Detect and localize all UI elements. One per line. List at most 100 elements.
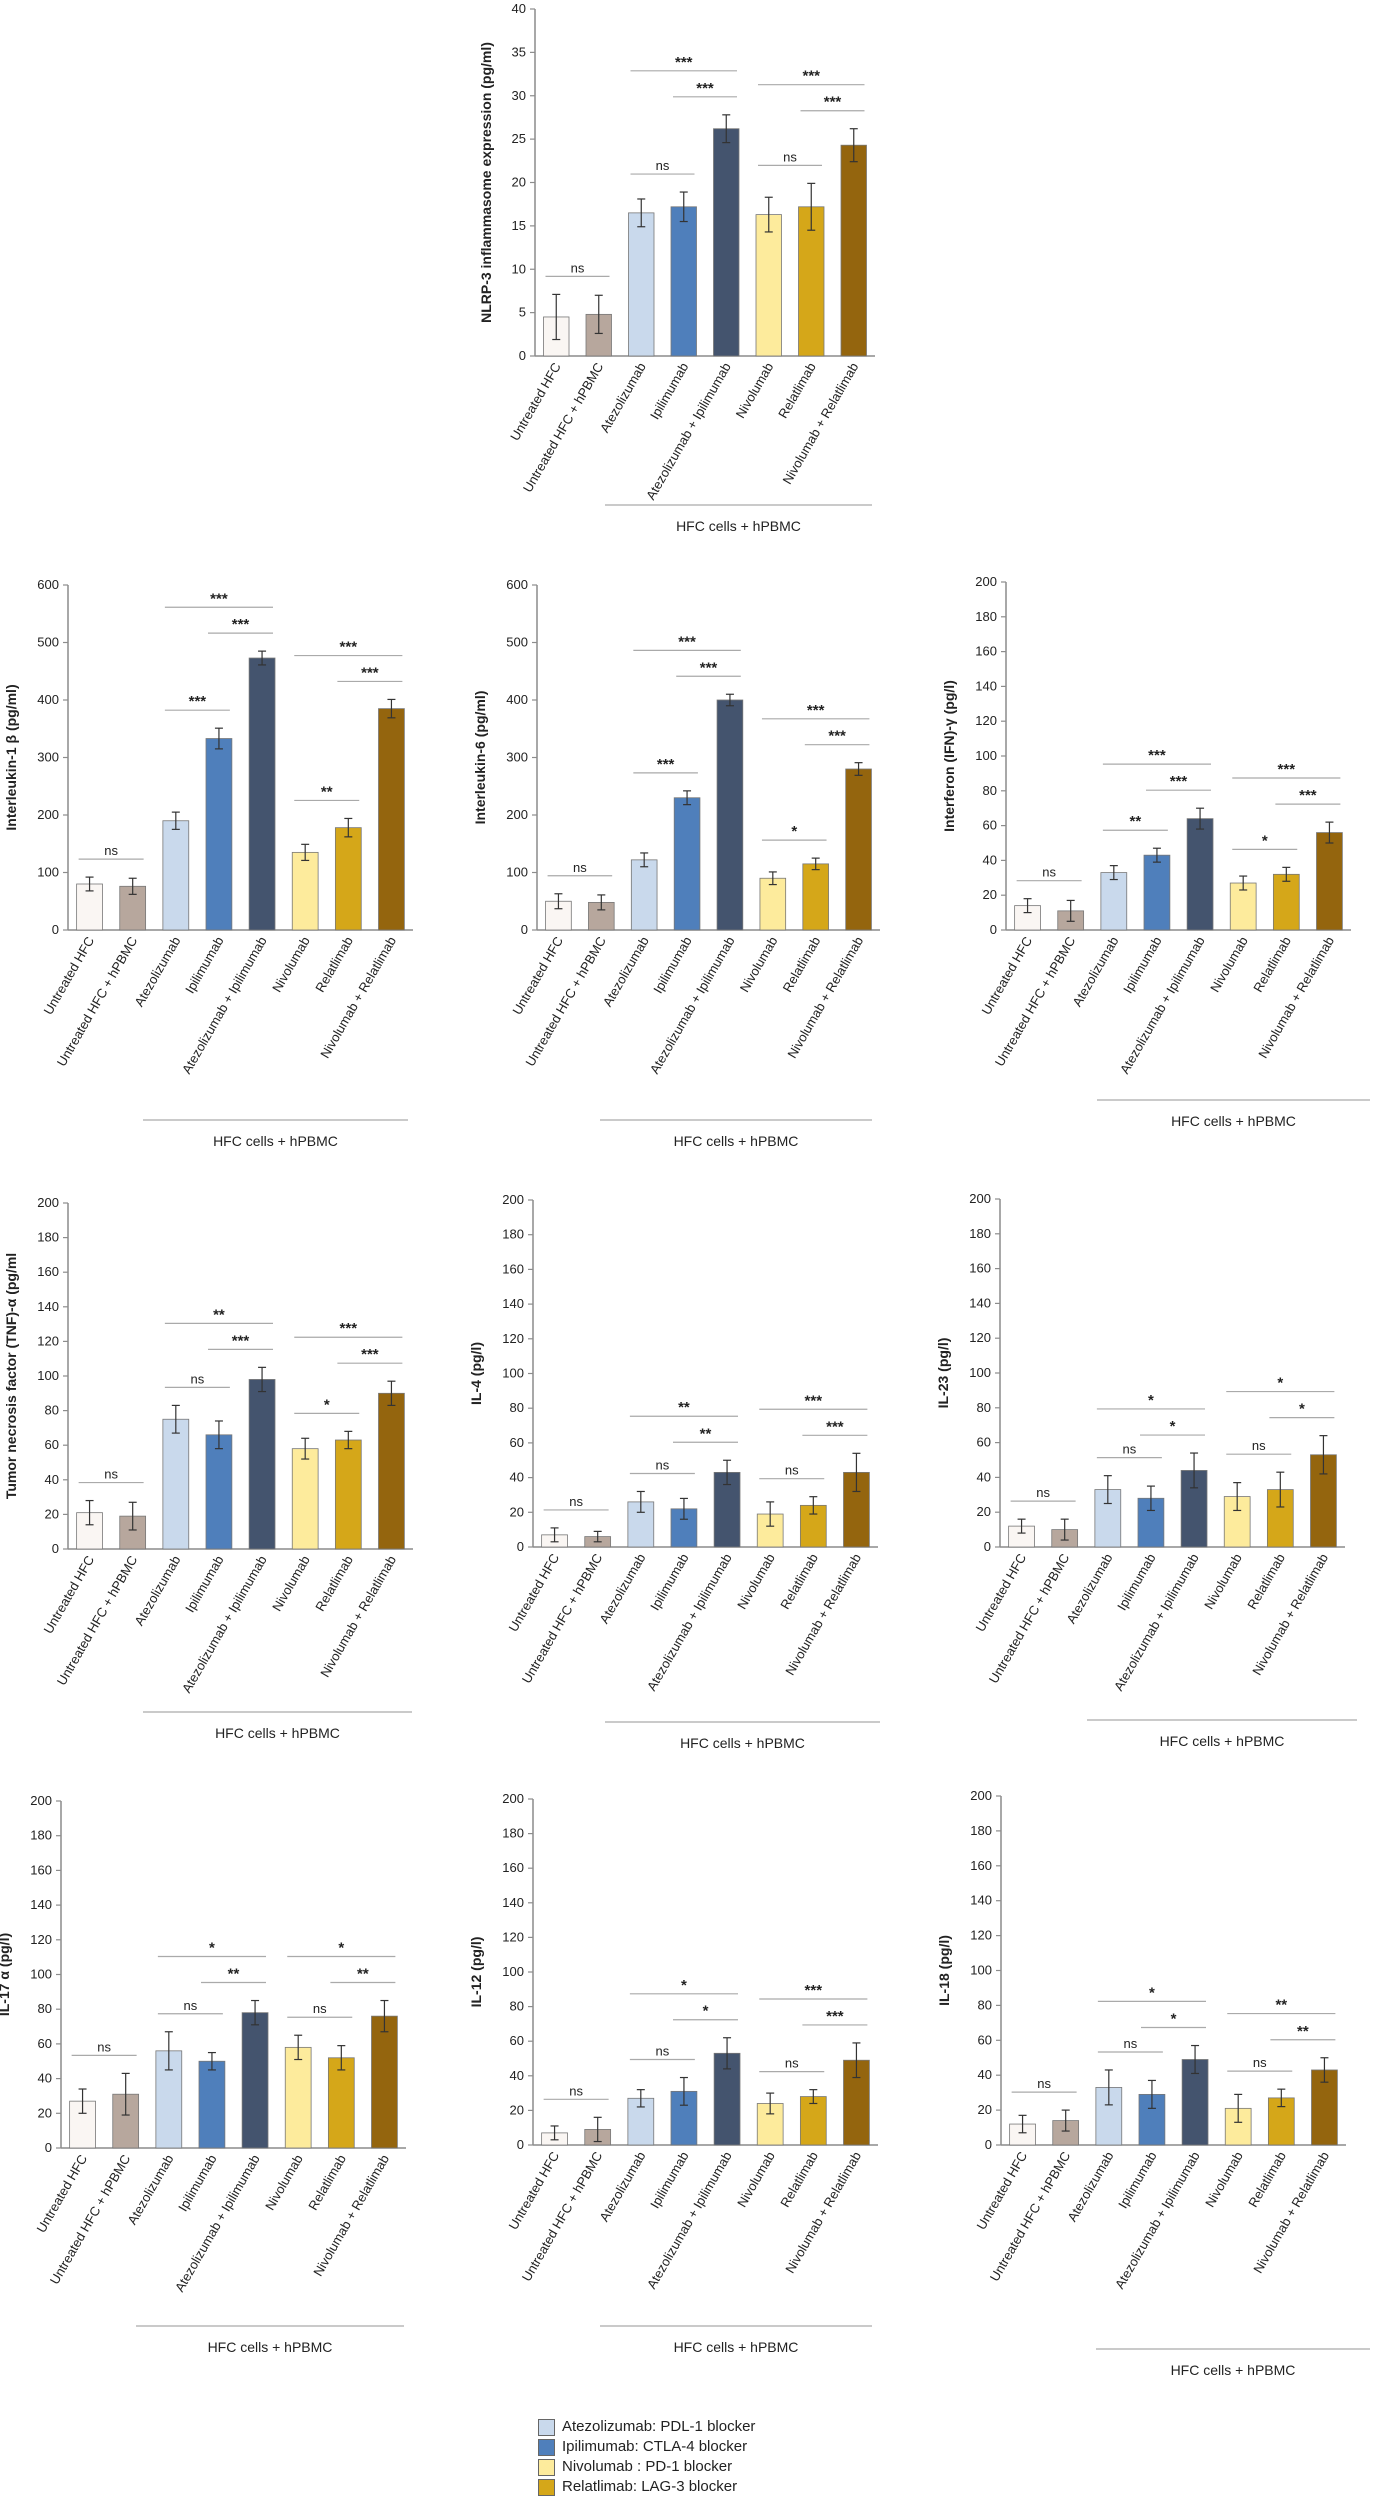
- x-tick-label: Nivolumab: [1201, 1551, 1245, 1612]
- x-tick-label: Ipilimumab: [1114, 1551, 1158, 1613]
- significance-label: ***: [826, 2008, 844, 2025]
- significance-label: ***: [805, 1392, 823, 1409]
- x-tick-label: Nivolumab + Relatlimab: [1250, 2149, 1332, 2276]
- x-tick-label: Atezolizumab + Ipilimumab: [644, 2149, 735, 2291]
- y-tick-label: 40: [45, 1472, 59, 1487]
- x-tick-label: Nivolumab: [269, 934, 313, 995]
- x-tick-label: Atezolizumab + Ipilimumab: [1112, 2149, 1203, 2291]
- x-tick-label: Relatlimab: [312, 1553, 356, 1614]
- y-tick-label: 140: [37, 1299, 59, 1314]
- bar: [334, 827, 362, 931]
- y-tick-label: 0: [985, 2137, 992, 2152]
- significance-label: ***: [361, 664, 379, 681]
- y-tick-label: 100: [970, 1963, 992, 1978]
- x-tick-label: Nivolumab + Relatlimab: [1255, 934, 1337, 1061]
- x-tick-label: Ipilimumab: [182, 934, 226, 996]
- bar: [248, 1379, 276, 1550]
- x-tick-label: Atezolizumab: [1064, 2149, 1116, 2224]
- y-tick-label: 60: [977, 1435, 991, 1450]
- x-tick-label: Untreated HFC + hPBMC: [519, 1551, 606, 1686]
- y-axis-title: IL-12 (pg/l): [468, 1937, 484, 2008]
- x-tick-label: Nivolumab: [737, 934, 781, 995]
- bar: [845, 768, 872, 931]
- significance-label: *: [1171, 2011, 1177, 2028]
- x-tick-label: Relatlimab: [775, 360, 819, 421]
- y-tick-label: 35: [512, 44, 526, 59]
- y-axis-title: Interferon (IFN)-γ (pg/l): [941, 680, 957, 832]
- bar: [291, 1448, 319, 1550]
- y-tick-label: 120: [969, 1330, 991, 1345]
- x-tick-label: Atezolizumab + Ipilimumab: [644, 1551, 735, 1693]
- bar: [1186, 818, 1214, 931]
- x-tick-label: Nivolumab + Relatlimab: [317, 1553, 399, 1680]
- y-tick-label: 180: [969, 1226, 991, 1241]
- bar: [1272, 873, 1300, 931]
- y-tick-label: 80: [38, 2001, 52, 2016]
- bar: [670, 206, 697, 357]
- bar: [628, 212, 655, 357]
- chart-panel: 0 20 40 60 80 100 120 140 160 180 200 Tumor necrosi…: [3, 1195, 413, 1741]
- y-axis-title: NLRP-3 inflammasome expression (pg/ml): [478, 42, 494, 323]
- y-tick-label: 80: [977, 1400, 991, 1415]
- bar: [378, 708, 405, 931]
- x-tick-label: Nivolumab + Relatlimab: [782, 2149, 864, 2276]
- y-tick-label: 0: [517, 2137, 524, 2152]
- x-tick-label: Atezolizumab + Ipilimumab: [647, 934, 738, 1076]
- x-tick-label: Relatlimab: [1244, 1551, 1288, 1612]
- significance-label: ***: [678, 633, 696, 650]
- y-tick-label: 20: [977, 1504, 991, 1519]
- y-tick-label: 80: [510, 1999, 524, 2014]
- significance-label: ***: [675, 54, 693, 71]
- x-tick-label: Ipilimumab: [1115, 2149, 1159, 2211]
- bar: [162, 1418, 190, 1550]
- x-tick-label: Ipilimumab: [182, 1553, 226, 1615]
- x-tick-label: Untreated HFC + hPBMC: [987, 2149, 1074, 2284]
- significance-label: **: [1130, 813, 1142, 830]
- x-tick-label: Nivolumab + Relatlimab: [310, 2152, 392, 2279]
- y-tick-label: 0: [52, 922, 59, 937]
- y-tick-label: 140: [969, 1295, 991, 1310]
- y-tick-label: 0: [52, 1541, 59, 1556]
- chart-panel: 0 100 200 300 400 500 600 Interleukin-6 (pg/ml)…: [472, 577, 880, 1149]
- significance-label: ***: [828, 728, 846, 745]
- y-tick-label: 160: [30, 1862, 52, 1877]
- x-tick-label: Ipilimumab: [1120, 934, 1164, 996]
- x-tick-label: Atezolizumab + Ipilimumab: [643, 360, 734, 502]
- significance-label: ***: [807, 702, 825, 719]
- significance-label: *: [1262, 832, 1268, 849]
- y-tick-label: 0: [990, 922, 997, 937]
- group-label: HFC cells + hPBMC: [674, 1133, 799, 1149]
- significance-label: ns: [785, 2056, 799, 2071]
- significance-label: *: [1170, 1418, 1176, 1435]
- x-tick-label: Ipilimumab: [647, 360, 691, 422]
- y-tick-label: 40: [512, 1, 526, 16]
- group-label: HFC cells + hPBMC: [1160, 1733, 1285, 1749]
- significance-label: ns: [656, 158, 670, 173]
- y-tick-label: 200: [30, 1793, 52, 1808]
- x-tick-label: Untreated HFC + hPBMC: [519, 2149, 606, 2284]
- y-tick-label: 180: [975, 609, 997, 624]
- y-tick-label: 300: [506, 750, 528, 765]
- y-tick-label: 140: [502, 1296, 524, 1311]
- x-tick-label: Atezolizumab: [597, 360, 649, 435]
- significance-label: ns: [1252, 1438, 1266, 1453]
- x-tick-label: Nivolumab: [1207, 934, 1251, 995]
- y-tick-label: 160: [502, 1261, 524, 1276]
- significance-label: ***: [210, 590, 228, 607]
- bar: [759, 877, 787, 931]
- y-tick-label: 200: [970, 1788, 992, 1803]
- y-tick-label: 160: [502, 1860, 524, 1875]
- significance-label: ***: [232, 616, 250, 633]
- x-tick-label: Atezolizumab: [124, 2152, 176, 2227]
- group-label: HFC cells + hPBMC: [213, 1133, 338, 1149]
- x-tick-label: Atezolizumab + Ipilimumab: [179, 934, 270, 1076]
- group-label: HFC cells + hPBMC: [208, 2339, 333, 2355]
- significance-label: ns: [1042, 865, 1056, 880]
- y-tick-label: 100: [969, 1365, 991, 1380]
- bar: [716, 699, 744, 931]
- y-tick-label: 20: [978, 2102, 992, 2117]
- y-tick-label: 5: [519, 305, 526, 320]
- significance-label: ns: [1123, 1442, 1137, 1457]
- bar: [241, 2012, 269, 2149]
